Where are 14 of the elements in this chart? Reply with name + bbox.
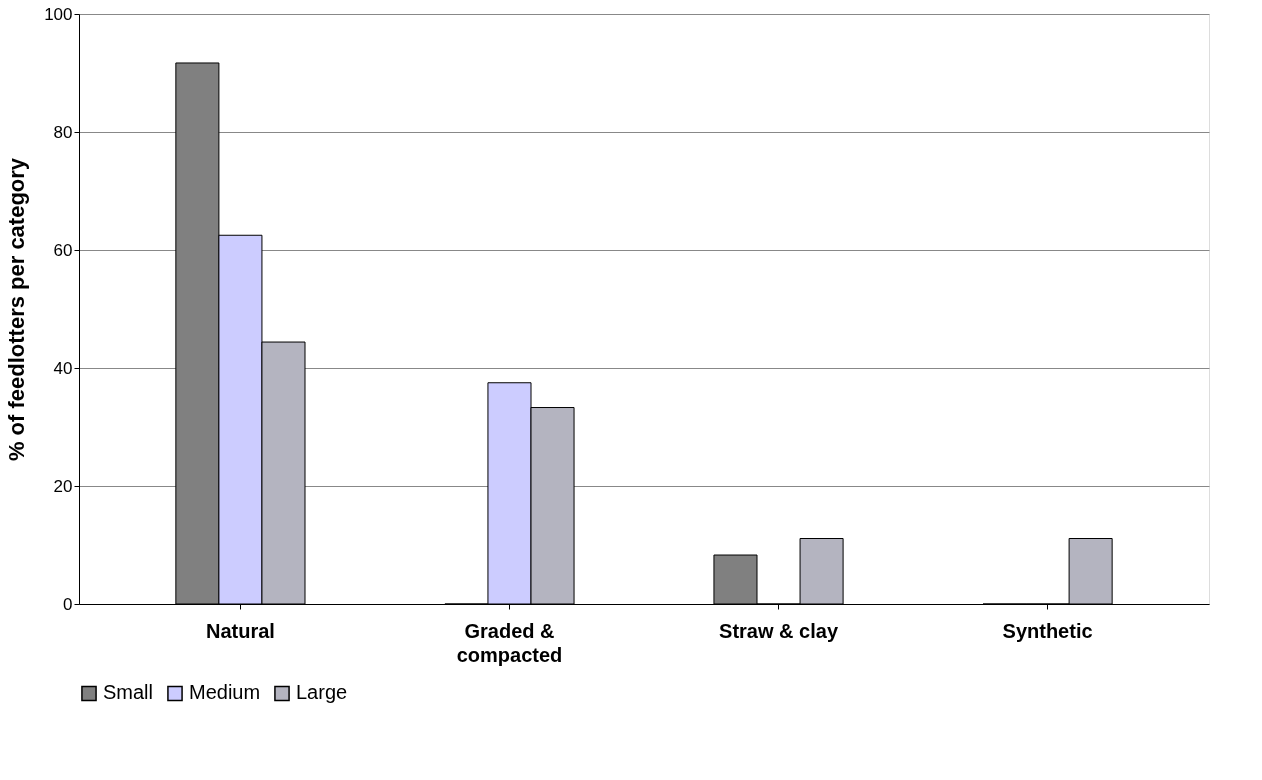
legend-label: Small xyxy=(103,681,154,704)
legend-label: Medium xyxy=(189,681,261,704)
y-axis-title: % of feedlotters per category xyxy=(4,157,30,462)
y-tick-label: 40 xyxy=(53,358,73,378)
y-tick-label: 60 xyxy=(53,240,73,260)
y-tick-label: 100 xyxy=(44,4,73,24)
x-tick-label: Straw & clay xyxy=(719,619,839,642)
x-tick-label: Natural xyxy=(205,619,275,642)
legend-label: Large xyxy=(296,681,348,704)
y-tick-label: 80 xyxy=(53,122,73,142)
x-tick-label: Synthetic xyxy=(1002,619,1093,642)
x-tick-label: Graded & compacted xyxy=(456,619,563,666)
y-tick-label: 20 xyxy=(53,476,73,496)
y-tick-label: 0 xyxy=(63,594,73,614)
